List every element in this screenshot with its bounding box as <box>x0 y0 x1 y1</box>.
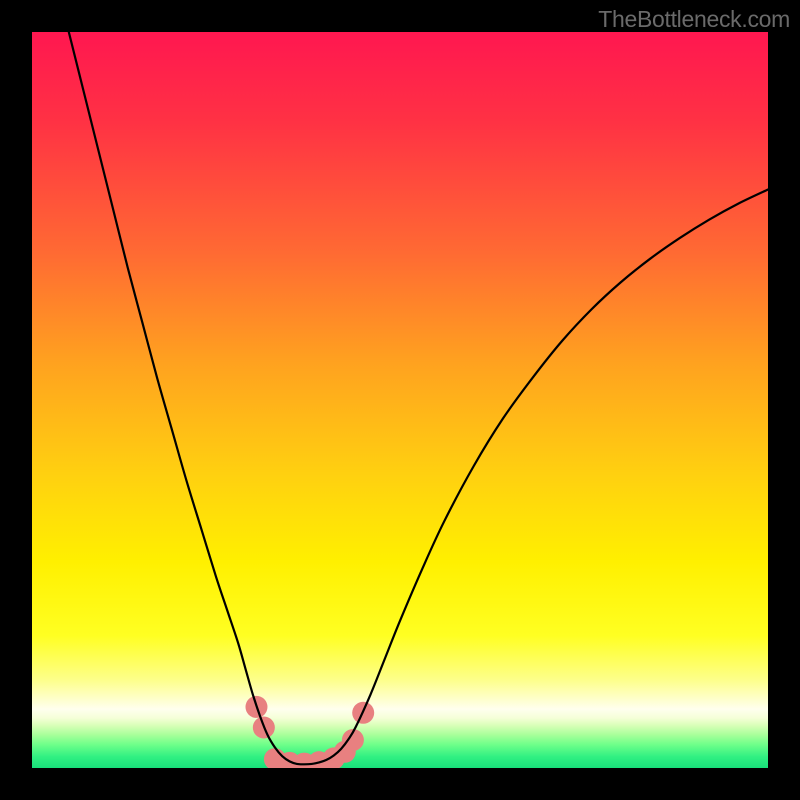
chart-container: TheBottleneck.com <box>0 0 800 800</box>
bottleneck-curve-chart <box>0 0 800 800</box>
watermark-text: TheBottleneck.com <box>598 6 790 33</box>
gradient-background <box>32 32 768 768</box>
